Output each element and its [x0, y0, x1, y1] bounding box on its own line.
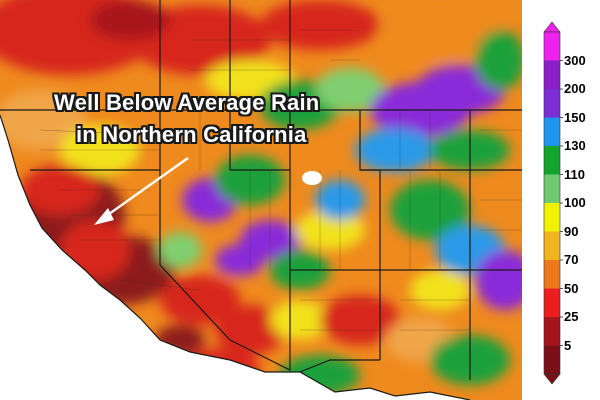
legend-label: 90 — [564, 223, 579, 239]
headline-line-2: in Northern California — [76, 122, 307, 147]
color-legend: 300 200 150 130 110 100 90 70 50 25 5 — [524, 0, 600, 400]
legend-swatch — [544, 60, 560, 90]
legend-label: 70 — [564, 252, 579, 267]
legend-label: 110 — [564, 166, 585, 182]
legend-swatch — [544, 32, 560, 61]
legend-swatch — [544, 174, 560, 204]
legend-swatch — [544, 203, 560, 232]
legend-swatch — [544, 345, 560, 375]
legend-label: 5 — [564, 337, 572, 353]
legend-swatch — [544, 89, 560, 118]
land-precipitation — [0, 0, 522, 400]
legend-label: 50 — [564, 280, 579, 296]
legend-swatch — [544, 231, 560, 261]
headline-line-1: Well Below Average Rain — [54, 90, 320, 115]
legend-swatch — [544, 117, 560, 147]
legend-swatch — [544, 288, 560, 318]
legend-color-bar — [543, 21, 563, 385]
legend-top-arrow — [543, 21, 561, 33]
legend-swatch — [544, 317, 560, 346]
legend-bottom-arrow — [543, 373, 561, 385]
legend-label: 300 — [564, 52, 586, 68]
legend-label: 150 — [564, 109, 586, 125]
legend-swatch — [544, 260, 560, 289]
great-salt-lake — [302, 171, 322, 185]
pointer-arrow — [94, 157, 189, 225]
precipitation-map — [0, 0, 522, 400]
legend-swatch — [544, 146, 560, 175]
coastline — [0, 114, 471, 400]
legend-label: 100 — [564, 195, 586, 210]
legend-label: 25 — [564, 309, 579, 324]
legend-label: 200 — [564, 81, 586, 96]
legend-label: 130 — [564, 138, 586, 153]
